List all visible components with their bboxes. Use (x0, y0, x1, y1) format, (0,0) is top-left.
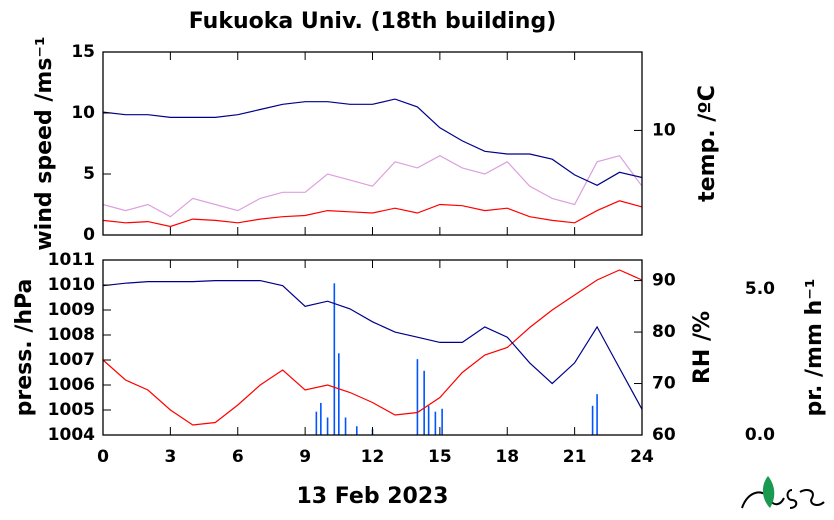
y2-tick-label: 70 (652, 374, 676, 394)
precip-bar (355, 426, 358, 435)
y-tick-label: 10 (71, 103, 95, 123)
x-tick-label: 24 (630, 447, 654, 467)
series-line (102, 280, 643, 410)
y2-tick-label: 90 (652, 271, 676, 291)
x-tick-label: 3 (164, 447, 176, 467)
y2-tick-label: 60 (652, 425, 676, 445)
y-tick-label: 1010 (48, 275, 95, 295)
y-tick-label: 1006 (48, 375, 95, 395)
precip-bar (338, 353, 340, 435)
y-tick-label: 0 (83, 225, 95, 245)
precip-bar (320, 402, 322, 435)
precip-bar (441, 408, 443, 435)
y-tick-label: 1007 (48, 350, 95, 370)
series-line (102, 200, 643, 228)
x-tick-label: 18 (495, 447, 519, 467)
x-tick-label: 15 (428, 447, 452, 467)
y-axis-label: press. /hPa (12, 279, 37, 417)
precip-bar (326, 417, 329, 435)
y-tick-label: 1005 (48, 400, 95, 420)
precip-bar (591, 405, 594, 435)
precip-bar (344, 417, 347, 435)
y-tick-label: 1011 (48, 250, 95, 270)
x-axis-label: 13 Feb 2023 (297, 484, 449, 509)
series-line (102, 155, 643, 218)
series-line (102, 98, 643, 186)
y3-tick-label: 0.0 (745, 425, 775, 445)
x-tick-label: 0 (97, 447, 109, 467)
y-tick-label: 5 (83, 164, 95, 184)
y2-tick-label: 80 (652, 322, 676, 342)
precip-bar (596, 394, 598, 435)
y-tick-label: 1004 (48, 425, 95, 445)
y-tick-label: 15 (71, 42, 95, 62)
y-tick-label: 1009 (48, 300, 95, 320)
precip-bar (423, 370, 425, 435)
x-tick-label: 6 (232, 447, 244, 467)
y3-axis-label: pr. /mm h⁻¹ (802, 279, 827, 417)
chart-title: Fukuoka Univ. (18th building) (189, 9, 557, 34)
x-tick-label: 9 (299, 447, 311, 467)
y-tick-label: 1008 (48, 325, 95, 345)
y2-tick-label: 10 (652, 120, 676, 140)
plot-frame (102, 259, 643, 436)
y2-axis-label: temp. /ºC (695, 85, 720, 202)
precip-bar (416, 359, 419, 435)
x-tick-label: 12 (361, 447, 385, 467)
series-line (102, 269, 643, 426)
precip-bar (427, 405, 430, 435)
plot-frame (102, 51, 643, 236)
y3-tick-label: 5.0 (745, 279, 775, 299)
precip-bar (315, 411, 318, 435)
precip-bar (434, 411, 437, 435)
y-axis-label: wind speed /ms⁻¹ (32, 36, 57, 250)
logo (741, 476, 825, 509)
precip-bar (333, 283, 336, 435)
y2-axis-label: RH /% (690, 311, 715, 384)
x-tick-label: 21 (563, 447, 587, 467)
